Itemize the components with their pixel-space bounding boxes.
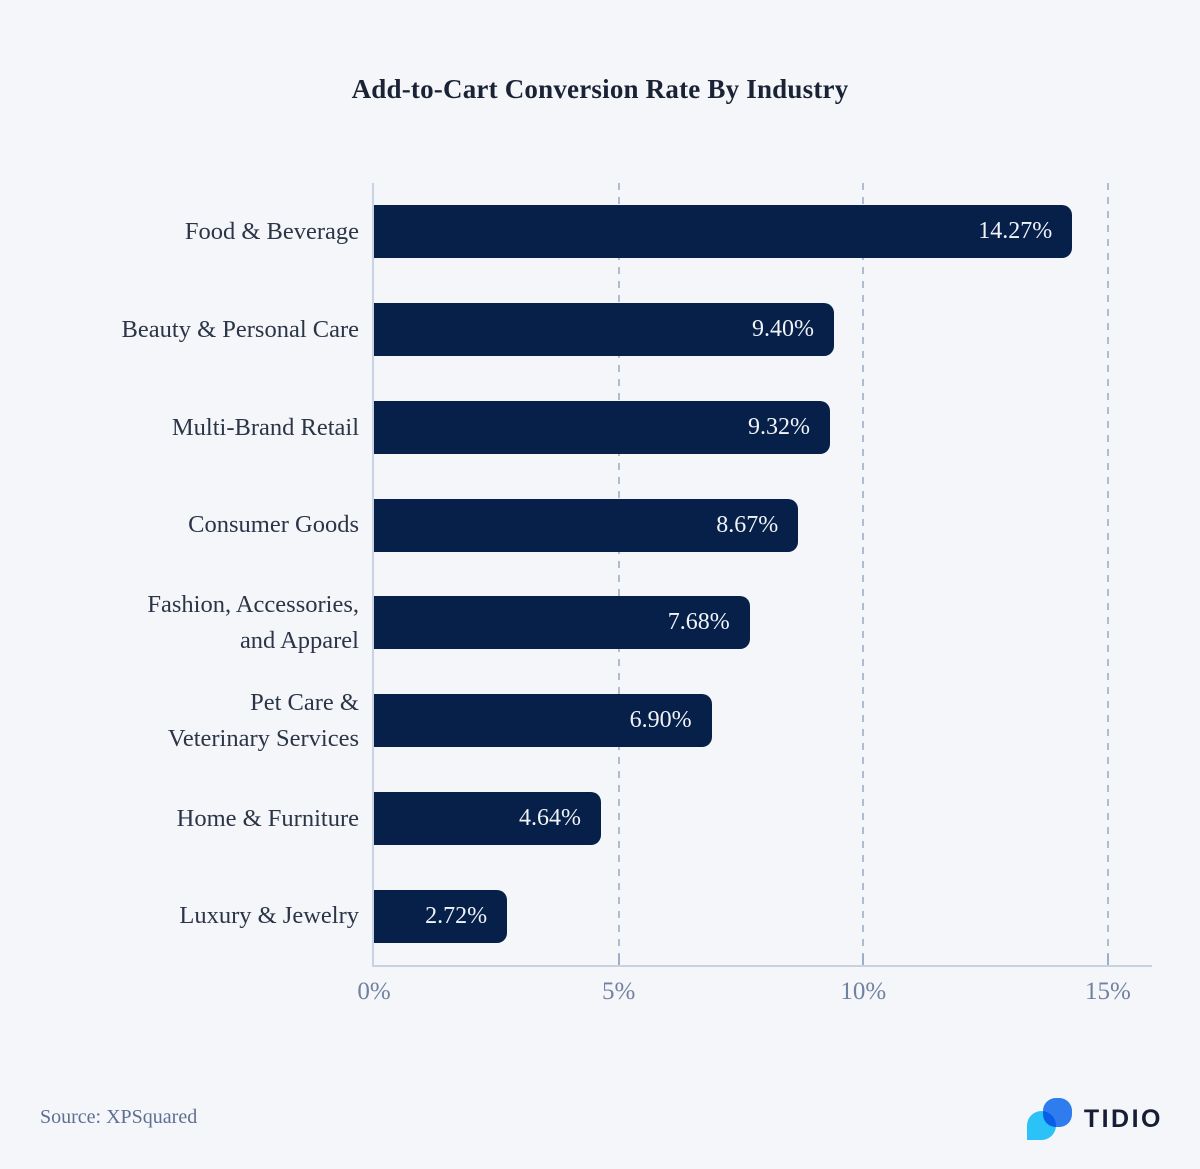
- axis-tick-5: [617, 954, 620, 965]
- category-label-multi-brand-retail: Multi-Brand Retail: [171, 413, 359, 441]
- tidio-wordmark: TIDIO: [1083, 1104, 1163, 1133]
- bar-value-label-fashion-accessories-and-apparel: 7.68%: [667, 609, 730, 636]
- category-label-luxury-jewelry: Luxury & Jewelry: [179, 902, 359, 930]
- bar-multi-brand-retail: 9.32%: [374, 400, 831, 454]
- bar-value-label-luxury-jewelry: 2.72%: [425, 902, 488, 929]
- category-label-pet-care-veterinary-services: Pet Care & Veterinary Services: [167, 689, 359, 752]
- axis-tick-15: [1106, 954, 1109, 965]
- gridline-10: [862, 183, 865, 965]
- chat-bubble-blue-icon: [1042, 1098, 1072, 1127]
- bar-luxury-jewelry: 2.72%: [374, 889, 508, 943]
- bar-fashion-accessories-and-apparel: 7.68%: [374, 596, 750, 650]
- gridline-5: [617, 183, 620, 965]
- xtick-label-0: 0%: [357, 978, 391, 1005]
- xtick-label-10: 10%: [840, 978, 887, 1005]
- bar-consumer-goods: 8.67%: [374, 498, 799, 552]
- xtick-label-15: 15%: [1085, 978, 1131, 1005]
- bar-row-luxury-jewelry: 2.72%: [374, 867, 1152, 965]
- xtick-label-5: 5%: [601, 978, 636, 1005]
- bar-value-label-consumer-goods: 8.67%: [716, 511, 779, 538]
- category-label-consumer-goods: Consumer Goods: [188, 511, 359, 539]
- category-label-food-beverage: Food & Beverage: [184, 218, 359, 246]
- bar-series: 14.27% 9.40% 9.32% 8.67% 7.68% 6.90% 4.64% 2.72…: [374, 183, 1152, 965]
- category-label-beauty-personal-care: Beauty & Personal Care: [121, 315, 359, 343]
- bar-row-pet-care-veterinary-services: 6.90%: [374, 672, 1152, 770]
- axis-tick-10: [862, 954, 865, 965]
- gridlines: [374, 183, 1152, 965]
- bar-value-label-food-beverage: 14.27%: [978, 218, 1053, 245]
- category-label-home-furniture: Home & Furniture: [176, 804, 359, 832]
- bar-beauty-personal-care: 9.40%: [374, 303, 834, 357]
- bar-row-home-furniture: 4.64%: [374, 770, 1152, 868]
- bar-home-furniture: 4.64%: [374, 791, 602, 845]
- bar-value-label-pet-care-veterinary-services: 6.90%: [629, 707, 692, 734]
- bar-row-food-beverage: 14.27%: [374, 183, 1152, 281]
- bar-value-label-multi-brand-retail: 9.32%: [748, 413, 811, 440]
- brand-logo: TIDIO: [1026, 1098, 1163, 1140]
- tidio-logo-icon: [1026, 1098, 1073, 1140]
- gridline-15: [1106, 183, 1109, 965]
- category-axis: Food & Beverage Beauty & Personal Care Mul…: [24, 183, 359, 965]
- category-label-fashion-accessories-and-apparel: Fashion, Accessories, and Apparel: [147, 591, 359, 654]
- plot-area: Food & Beverage Beauty & Personal Care Mul…: [122, 183, 1152, 1005]
- bar-row-fashion-accessories-and-apparel: 7.68%: [374, 574, 1152, 672]
- source-label: Source: XPSquared: [40, 1106, 198, 1128]
- bar-row-consumer-goods: 8.67%: [374, 476, 1152, 574]
- chart-title: Add-to-Cart Conversion Rate By Industry: [351, 74, 849, 104]
- bar-food-beverage: 14.27%: [374, 205, 1073, 259]
- bar-value-label-home-furniture: 4.64%: [519, 804, 582, 831]
- bar-pet-care-veterinary-services: 6.90%: [374, 694, 712, 748]
- bar-value-label-beauty-personal-care: 9.40%: [751, 316, 814, 343]
- bar-row-multi-brand-retail: 9.32%: [374, 379, 1152, 477]
- bar-row-beauty-personal-care: 9.40%: [374, 281, 1152, 379]
